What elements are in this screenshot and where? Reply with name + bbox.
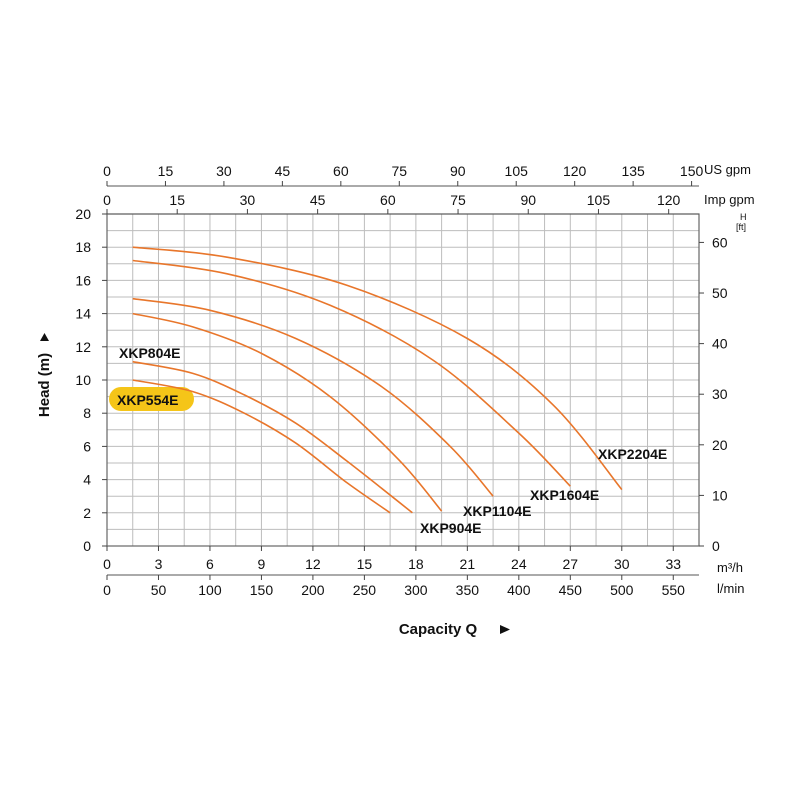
lmin-unit: l/min <box>717 581 744 596</box>
tick-label-usgpm: 0 <box>103 163 111 179</box>
tick-label-head-ft: 40 <box>712 336 728 352</box>
curve-xkp1104e <box>132 297 494 497</box>
tick-label-head-ft: 50 <box>712 285 728 301</box>
highlight <box>109 387 194 411</box>
tick-label-lmin: 200 <box>301 582 325 598</box>
tick-label-m3h: 6 <box>206 556 214 572</box>
y-axis-title: Head (m) <box>36 353 53 417</box>
tick-label-head-m: 6 <box>83 438 91 454</box>
tick-label-usgpm: 60 <box>333 163 349 179</box>
tick-label-usgpm: 150 <box>680 163 704 179</box>
curve-xkp804e <box>132 360 413 514</box>
tick-label-usgpm: 120 <box>563 163 587 179</box>
curve-xkp2204e <box>132 246 623 491</box>
tick-label-head-m: 12 <box>75 339 91 355</box>
curve-xkp554e <box>132 379 391 514</box>
tick-label-head-m: 14 <box>75 306 91 322</box>
tick-label-impgpm: 75 <box>450 192 466 208</box>
curves <box>132 246 623 514</box>
label-xkp554e: XKP554E <box>117 392 178 408</box>
tick-label-head-ft: 60 <box>712 234 728 250</box>
tick-label-lmin: 450 <box>559 582 583 598</box>
tick-label-lmin: 350 <box>456 582 480 598</box>
curve-xkp1604e <box>132 259 571 487</box>
tick-label-lmin: 550 <box>662 582 686 598</box>
tick-label-head-ft: 0 <box>712 538 720 554</box>
tick-label-lmin: 50 <box>151 582 167 598</box>
imp-gpm-unit: Imp gpm <box>704 192 755 207</box>
tick-label-impgpm: 0 <box>103 192 111 208</box>
tick-label-m3h: 30 <box>614 556 630 572</box>
tick-label-usgpm: 30 <box>216 163 232 179</box>
tick-label-m3h: 18 <box>408 556 424 572</box>
curve-xkp904e <box>132 312 443 512</box>
m3h-unit: m³/h <box>717 560 743 575</box>
tick-label-usgpm: 15 <box>158 163 174 179</box>
tick-label-impgpm: 15 <box>169 192 185 208</box>
tick-label-lmin: 250 <box>353 582 377 598</box>
tick-label-impgpm: 60 <box>380 192 396 208</box>
us-gpm-unit: US gpm <box>704 162 751 177</box>
tick-label-lmin: 300 <box>404 582 428 598</box>
tick-label-lmin: 0 <box>103 582 111 598</box>
tick-label-head-m: 10 <box>75 372 91 388</box>
tick-label-head-m: 18 <box>75 239 91 255</box>
grid <box>107 214 699 546</box>
tick-label-head-ft: 20 <box>712 437 728 453</box>
label-xkp904e: XKP904E <box>420 520 481 536</box>
tick-label-m3h: 0 <box>103 556 111 572</box>
tick-label-lmin: 400 <box>507 582 531 598</box>
tick-label-head-m: 20 <box>75 206 91 222</box>
tick-label-impgpm: 120 <box>657 192 681 208</box>
ft-unit: H <box>740 212 747 222</box>
tick-label-lmin: 100 <box>198 582 222 598</box>
tick-label-usgpm: 105 <box>505 163 529 179</box>
tick-label-usgpm: 45 <box>275 163 291 179</box>
tick-label-m3h: 24 <box>511 556 527 572</box>
tick-label-lmin: 500 <box>610 582 634 598</box>
x-axis-title: Capacity Q <box>399 621 478 638</box>
highlight-xkp554e <box>109 387 194 411</box>
tick-label-m3h: 15 <box>357 556 373 572</box>
tick-label-head-ft: 30 <box>712 386 728 402</box>
tick-label-usgpm: 90 <box>450 163 466 179</box>
y-arrow-icon <box>40 333 49 341</box>
tick-label-usgpm: 75 <box>392 163 408 179</box>
tick-label-m3h: 12 <box>305 556 321 572</box>
tick-label-lmin: 150 <box>250 582 274 598</box>
tick-label-m3h: 3 <box>155 556 163 572</box>
label-xkp2204e: XKP2204E <box>598 446 667 462</box>
tick-label-impgpm: 45 <box>310 192 326 208</box>
tick-label-usgpm: 135 <box>621 163 645 179</box>
ft-unit-sub: [ft] <box>736 222 746 232</box>
label-xkp1604e: XKP1604E <box>530 487 599 503</box>
tick-label-head-ft: 10 <box>712 487 728 503</box>
tick-label-m3h: 21 <box>460 556 476 572</box>
tick-label-impgpm: 105 <box>587 192 611 208</box>
x-arrow-icon <box>500 625 510 634</box>
tick-label-head-m: 0 <box>83 538 91 554</box>
tick-label-m3h: 27 <box>563 556 579 572</box>
tick-label-head-m: 16 <box>75 272 91 288</box>
tick-label-head-m: 2 <box>83 505 91 521</box>
tick-label-impgpm: 30 <box>240 192 256 208</box>
label-xkp1104e: XKP1104E <box>463 503 532 519</box>
tick-labels: 0 3 6 9 12 15 18 21 24 27 30 330 50 100 150 200 250 300 35… <box>75 163 727 598</box>
tick-label-head-m: 4 <box>83 472 91 488</box>
tick-label-m3h: 33 <box>665 556 681 572</box>
tick-label-head-m: 8 <box>83 405 91 421</box>
tick-label-impgpm: 90 <box>520 192 536 208</box>
label-xkp804e: XKP804E <box>119 345 180 361</box>
tick-label-m3h: 9 <box>258 556 266 572</box>
